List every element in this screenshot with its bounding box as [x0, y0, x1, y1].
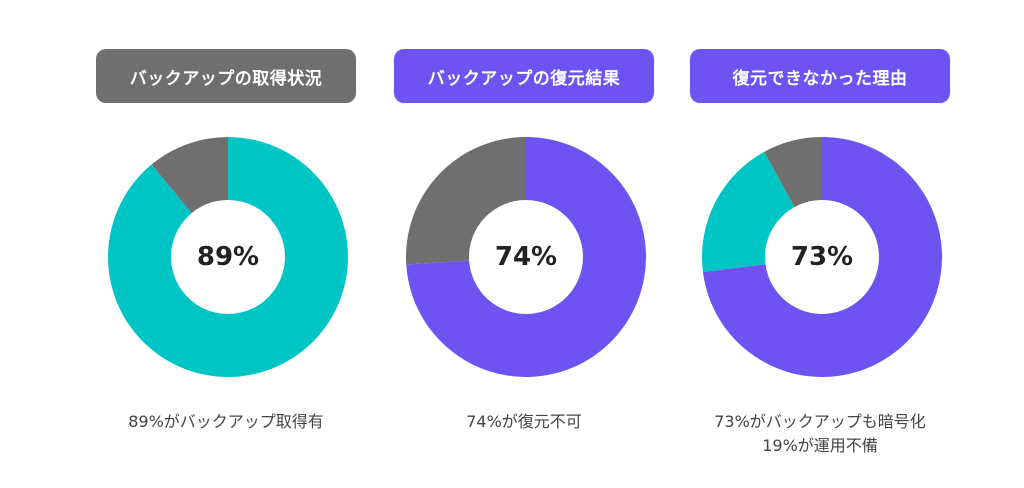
donut-slice-0	[406, 137, 646, 377]
donut-chart	[702, 137, 942, 377]
caption-line: 89%がバックアップ取得有	[128, 412, 324, 431]
chart-title: バックアップの取得状況	[96, 49, 356, 103]
chart-panel-backup-status: バックアップの取得状況 89% 89%がバックアップ取得有	[96, 0, 356, 488]
donut-slice-1	[406, 137, 526, 265]
caption-line: 74%が復元不可	[466, 412, 582, 431]
donut-slice-1	[151, 137, 228, 214]
donut-slice-0	[702, 137, 942, 377]
chart-panel-restore-result: バックアップの復元結果 74% 74%が復元不可	[394, 0, 654, 488]
chart-caption: 74%が復元不可	[394, 410, 654, 434]
chart-title: バックアップの復元結果	[394, 49, 654, 103]
caption-line: 19%が運用不備	[762, 436, 878, 455]
donut-chart	[108, 137, 348, 377]
chart-caption: 73%がバックアップも暗号化 19%が運用不備	[690, 410, 950, 458]
donut-slice-0	[108, 137, 348, 377]
donut-chart	[406, 137, 646, 377]
caption-line: 73%がバックアップも暗号化	[714, 412, 926, 431]
chart-panel-failure-reasons: 復元できなかった理由 73% 73%がバックアップも暗号化 19%が運用不備	[690, 0, 950, 488]
chart-caption: 89%がバックアップ取得有	[96, 410, 356, 434]
donut-slice-1	[702, 151, 795, 273]
chart-title: 復元できなかった理由	[690, 49, 950, 103]
donut-slice-2	[764, 137, 822, 208]
